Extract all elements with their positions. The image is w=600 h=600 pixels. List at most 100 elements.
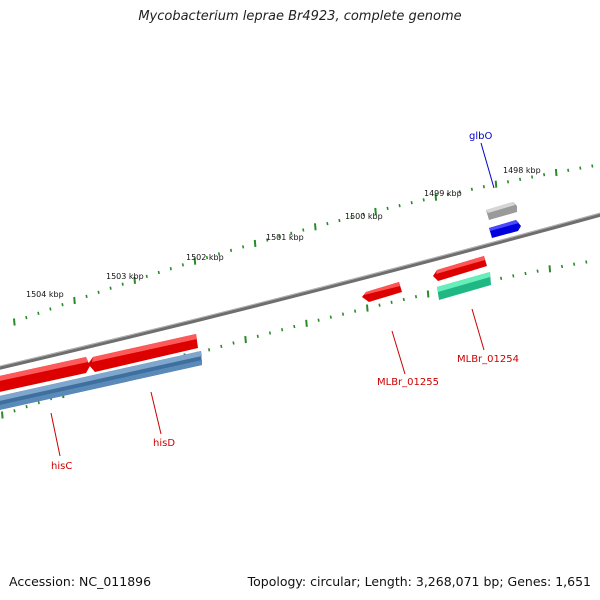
outer-minor-tick xyxy=(278,234,281,239)
inner-minor-tick xyxy=(268,331,272,335)
inner-minor-tick xyxy=(402,297,405,302)
scale-label-1502: 1502 kbp xyxy=(186,253,224,262)
outer-minor-tick xyxy=(121,282,124,286)
outer-major-tick xyxy=(73,296,76,305)
inner-minor-tick xyxy=(329,315,332,319)
outer-major-tick xyxy=(374,207,377,215)
cds-feature-hisC[interactable] xyxy=(0,357,90,393)
outer-minor-tick xyxy=(338,218,341,223)
outer-major-tick xyxy=(13,318,16,326)
outer-minor-tick xyxy=(422,198,425,202)
leader-MLBr_01255 xyxy=(391,330,406,375)
outer-minor-tick xyxy=(482,185,485,189)
inner-major-tick xyxy=(1,411,4,419)
inner-minor-tick xyxy=(25,405,28,409)
inner-major-tick xyxy=(548,265,552,273)
misc-feature-teal[interactable] xyxy=(437,272,491,300)
outer-minor-tick xyxy=(181,263,184,267)
outer-major-tick xyxy=(133,276,136,284)
page-title: Mycobacterium leprae Br4923, complete ge… xyxy=(138,9,462,24)
inner-minor-tick xyxy=(414,295,418,299)
outer-minor-tick xyxy=(85,294,88,299)
gene-label-MLBr_01255: MLBr_01255 xyxy=(377,377,439,388)
cds-feature-MLBr_01255[interactable] xyxy=(362,282,402,302)
gene-label-glbO: glbO xyxy=(469,131,492,142)
outer-minor-tick xyxy=(446,192,449,197)
cds-feature-hisD[interactable] xyxy=(88,334,198,372)
leader-hisD xyxy=(150,391,162,435)
inner-minor-tick xyxy=(232,341,235,345)
scale-ticks-outer xyxy=(13,164,594,326)
outer-minor-tick xyxy=(217,252,221,256)
outer-minor-tick xyxy=(25,315,28,320)
outer-major-tick xyxy=(314,223,317,231)
outer-minor-tick xyxy=(230,248,233,253)
scale-label-1504: 1504 kbp xyxy=(26,290,64,299)
outer-major-tick xyxy=(554,168,558,177)
inner-major-tick xyxy=(244,336,247,344)
inner-major-tick xyxy=(426,290,430,298)
outer-minor-tick xyxy=(579,166,582,170)
inner-minor-tick xyxy=(378,303,381,307)
scale-label-1498: 1498 kbp xyxy=(503,166,541,175)
outer-minor-tick xyxy=(398,203,401,208)
outer-minor-tick xyxy=(97,290,100,294)
outer-major-tick xyxy=(253,239,257,247)
outer-minor-tick xyxy=(519,177,522,182)
outer-minor-tick xyxy=(543,173,546,177)
outer-minor-tick xyxy=(37,311,40,315)
inner-minor-tick xyxy=(524,271,527,276)
leader-hisC xyxy=(50,412,61,457)
outer-minor-tick xyxy=(326,221,329,226)
inner-minor-tick xyxy=(390,300,393,304)
outer-minor-tick xyxy=(49,307,52,311)
outer-minor-tick xyxy=(506,180,510,184)
outer-minor-tick xyxy=(169,267,172,271)
outer-major-tick xyxy=(494,180,498,188)
outer-minor-tick xyxy=(157,270,160,275)
inner-major-tick xyxy=(305,319,308,327)
inner-minor-tick xyxy=(293,324,296,329)
inner-major-tick xyxy=(366,304,369,312)
outer-minor-tick xyxy=(350,215,353,220)
outer-minor-tick xyxy=(205,255,209,260)
inner-minor-tick xyxy=(37,400,40,405)
outer-minor-tick xyxy=(242,245,245,249)
inner-minor-tick xyxy=(500,276,503,280)
cds-feature-MLBr_01254[interactable] xyxy=(433,256,487,281)
inner-minor-tick xyxy=(220,344,223,349)
gene-label-MLBr_01254: MLBr_01254 xyxy=(457,354,519,365)
inner-minor-tick xyxy=(560,264,564,269)
feature-blue-long[interactable] xyxy=(0,351,202,411)
inner-minor-tick xyxy=(281,328,284,332)
inner-minor-tick xyxy=(256,334,259,338)
inner-minor-tick xyxy=(573,262,576,266)
outer-minor-tick xyxy=(386,206,389,211)
leader-glbO xyxy=(480,142,495,189)
inner-minor-tick xyxy=(512,274,515,278)
outer-minor-tick xyxy=(266,238,269,242)
inner-minor-tick xyxy=(208,348,211,352)
outer-minor-tick xyxy=(145,274,148,279)
outer-minor-tick xyxy=(302,228,305,232)
genome-summary-text: Topology: circular; Length: 3,268,071 bp… xyxy=(247,574,591,589)
trna-feature-glbO[interactable] xyxy=(489,220,521,238)
outer-minor-tick xyxy=(410,201,413,205)
scale-ticks-inner xyxy=(1,260,588,419)
inner-minor-tick xyxy=(341,312,345,316)
inner-minor-tick xyxy=(585,260,588,264)
leader-MLBr_01254 xyxy=(471,308,485,351)
gene-feature-gray[interactable] xyxy=(486,202,517,220)
scale-label-1499: 1499 kbp xyxy=(424,189,462,198)
outer-minor-tick xyxy=(567,168,570,172)
outer-major-tick xyxy=(434,193,438,201)
inner-minor-tick xyxy=(317,318,320,322)
outer-minor-tick xyxy=(470,187,473,191)
inner-minor-tick xyxy=(13,409,16,413)
outer-minor-tick xyxy=(531,175,534,179)
gene-label-hisD: hisD xyxy=(153,438,175,449)
inner-minor-tick xyxy=(354,309,357,313)
accession-text: Accession: NC_011896 xyxy=(9,574,152,589)
gene-label-hisC: hisC xyxy=(51,461,72,472)
